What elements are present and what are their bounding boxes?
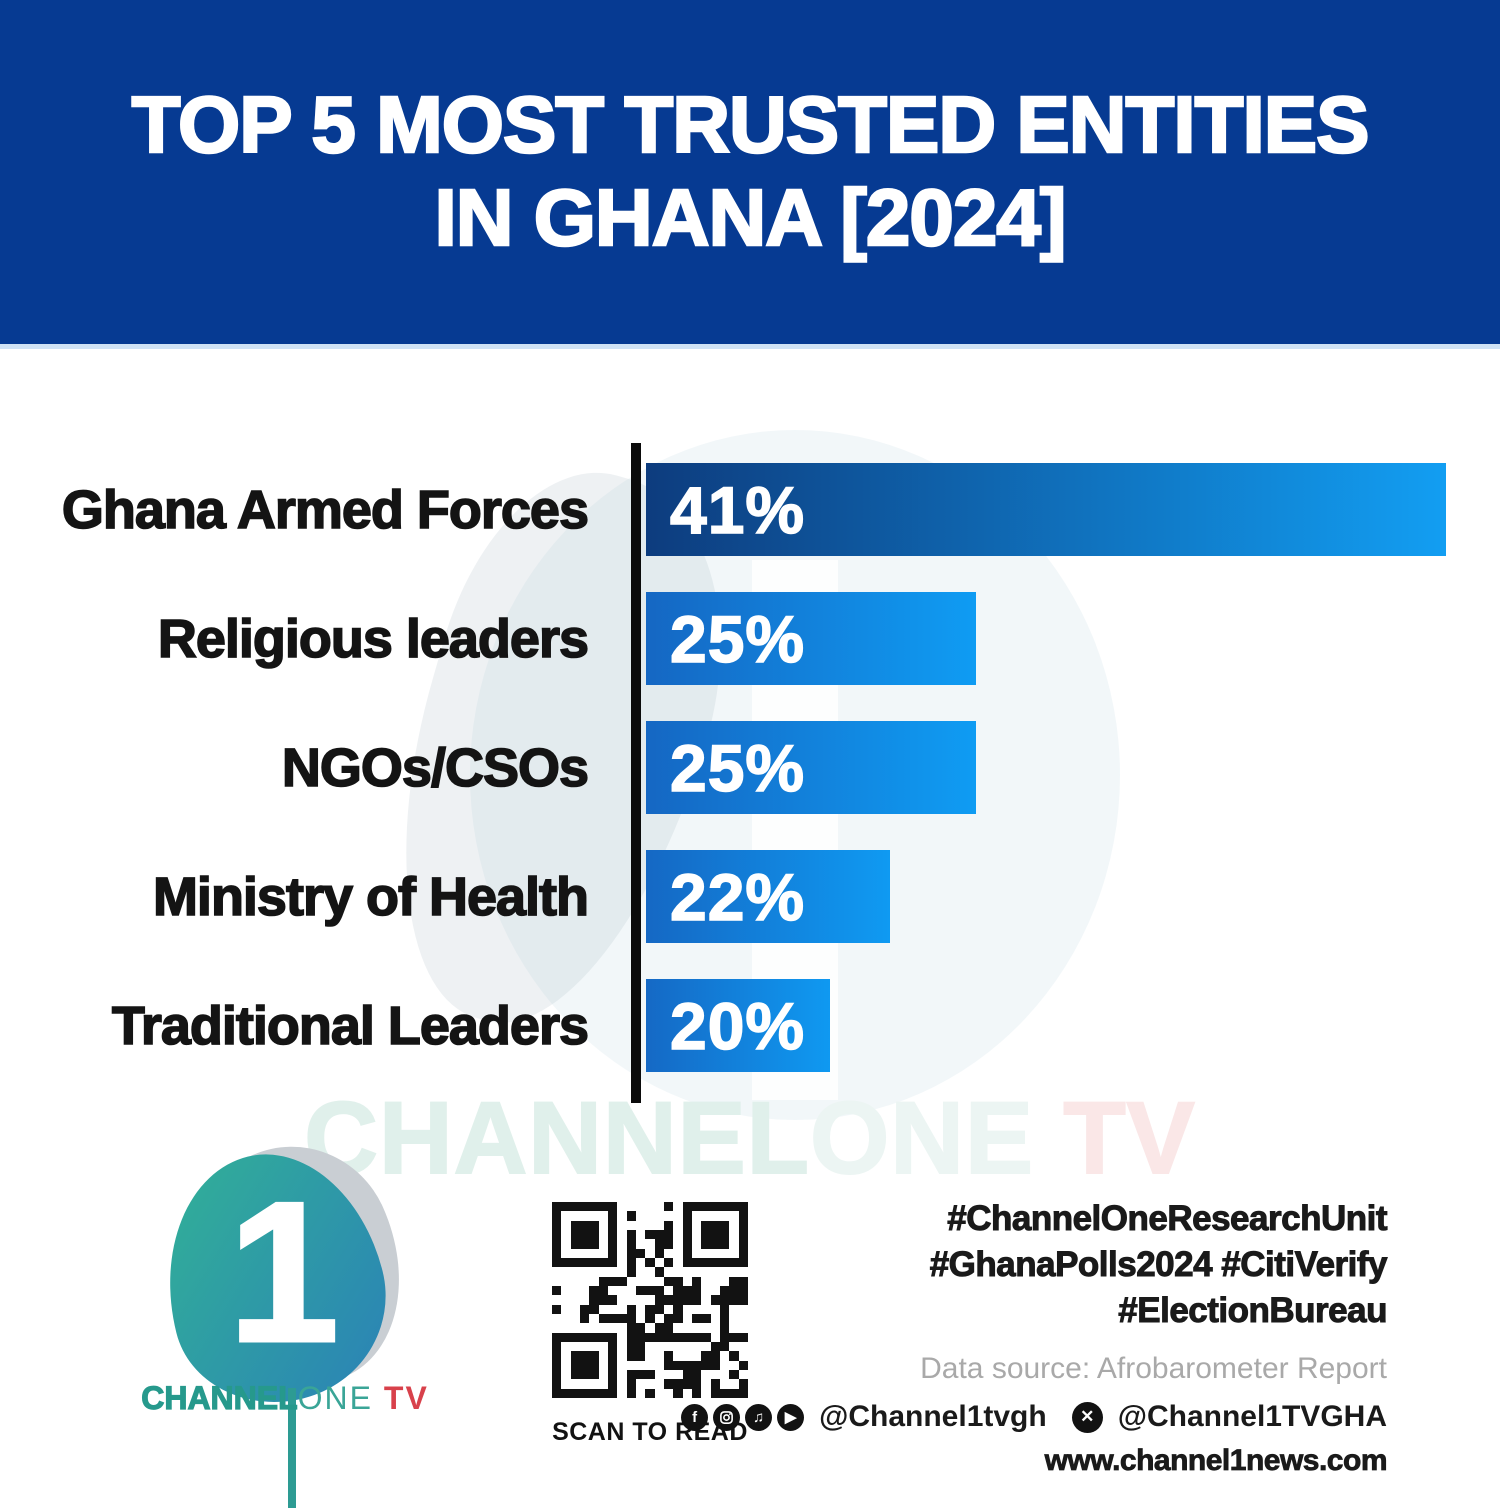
hashtags-line3: #ElectionBureau [1118, 1291, 1388, 1331]
facebook-icon: f [681, 1403, 709, 1431]
youtube-icon: ▶ [777, 1403, 805, 1431]
page-title-line2: IN GHANA [2024] [433, 172, 1068, 263]
social-handle-main: @Channel1tvgh [819, 1400, 1047, 1433]
bar-row: Ghana Armed Forces 41% [0, 463, 1500, 556]
wordmark-one: ONE [297, 1380, 373, 1416]
data-source-note: Data source: Afrobarometer Report [920, 1352, 1387, 1385]
footer-info-block: #ChannelOneResearchUnit #GhanaPolls2024 … [681, 1196, 1388, 1478]
hashtags-line2: #GhanaPolls2024 #CitiVerify [929, 1245, 1388, 1285]
watermark-channel: CHANNEL [303, 1080, 810, 1196]
wordmark-channel: CHANNEL [141, 1379, 299, 1416]
wordmark-tv: TV [373, 1380, 429, 1416]
social-handle-x: @Channel1TVGHA [1117, 1400, 1387, 1433]
header-divider [0, 344, 1500, 349]
bar-category-label: Ministry of Health [152, 866, 590, 928]
bar-row: Religious leaders 25% [0, 592, 1500, 685]
channel-one-tv-logo: 1 CHANNELONE TV [139, 1115, 440, 1508]
page-title-line1: TOP 5 MOST TRUSTED ENTITIES [130, 79, 1370, 170]
logo-numeral-stem [288, 1388, 296, 1508]
x-twitter-icon: ✕ [1071, 1401, 1103, 1433]
bar: 20% [646, 979, 830, 1072]
logo-wordmark: CHANNELONE TV [140, 1379, 430, 1417]
website-url: www.channel1news.com [1044, 1444, 1388, 1478]
bar-chart: Ghana Armed Forces 41% Religious leaders 25… [0, 463, 1500, 1108]
tiktok-icon: ♫ [745, 1403, 773, 1431]
bar-value-label: 25% [669, 601, 806, 677]
bar-row: NGOs/CSOs 25% [0, 721, 1500, 814]
bar: 25% [646, 592, 976, 685]
social-media-row: f ♫ ▶ @Channel1tvgh ✕ @Channel1TVGHA [681, 1400, 1387, 1434]
qr-code [552, 1202, 748, 1398]
bar: 22% [646, 850, 890, 943]
header-banner: TOP 5 MOST TRUSTED ENTITIES IN GHANA [20… [0, 0, 1500, 344]
bar-value-label: 25% [669, 730, 806, 806]
watermark-one: ONE [809, 1080, 1034, 1196]
chart-axis-line [631, 443, 641, 1103]
bar-row: Ministry of Health 22% [0, 850, 1500, 943]
bar-category-label: Traditional Leaders [111, 995, 590, 1057]
hashtags-line1: #ChannelOneResearchUnit [947, 1199, 1388, 1239]
bar-category-label: Religious leaders [157, 608, 590, 670]
channel-one-tv-watermark: CHANNELONE TV [0, 1080, 1500, 1197]
logo-numeral-1: 1 [227, 1161, 341, 1384]
bar: 41% [646, 463, 1446, 556]
bar-value-label: 22% [669, 859, 806, 935]
bar-value-label: 41% [669, 472, 806, 548]
bar-category-label: Ghana Armed Forces [61, 479, 590, 541]
bar-row: Traditional Leaders 20% [0, 979, 1500, 1072]
instagram-icon [713, 1403, 741, 1431]
watermark-tv: TV [1034, 1080, 1196, 1196]
bar: 25% [646, 721, 976, 814]
bar-value-label: 20% [669, 988, 806, 1064]
bar-category-label: NGOs/CSOs [281, 737, 590, 799]
